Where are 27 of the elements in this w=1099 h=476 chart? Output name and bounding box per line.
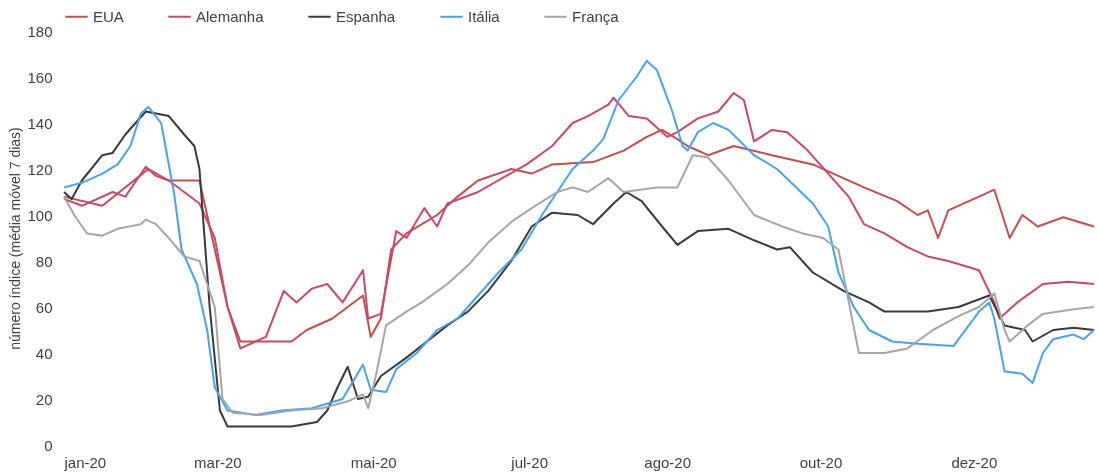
- x-tick-label: out-20: [799, 453, 843, 471]
- legend-label: Espanha: [336, 7, 396, 25]
- y-tick-label: 0: [44, 436, 53, 454]
- x-tick-label: mar-20: [194, 453, 242, 471]
- x-tick-label: jul-20: [510, 453, 549, 471]
- y-tick-label: 180: [27, 22, 53, 40]
- y-tick-label: 60: [35, 298, 53, 316]
- y-tick-label: 100: [27, 206, 53, 224]
- x-tick-label: dez-20: [951, 453, 998, 471]
- y-axis-title: número índice (média móvel 7 dias): [7, 127, 24, 350]
- legend-label: Itália: [468, 7, 501, 25]
- x-tick-label: jan-20: [63, 453, 107, 471]
- legend-label: França: [572, 7, 620, 25]
- x-tick-label: mai-20: [350, 453, 397, 471]
- y-tick-label: 140: [27, 114, 53, 132]
- line-series: [63, 59, 1095, 417]
- legend-label: Alemanha: [196, 7, 265, 25]
- line-series: [63, 154, 1095, 417]
- y-tick-label: 40: [35, 344, 53, 362]
- line-series: [63, 128, 1095, 343]
- y-tick-label: 120: [27, 160, 53, 178]
- x-tick-label: ago-20: [644, 453, 692, 471]
- legend-label: EUA: [93, 7, 124, 25]
- y-tick-label: 80: [35, 252, 53, 270]
- y-tick-label: 160: [27, 68, 53, 86]
- line-series: [63, 110, 1095, 428]
- y-tick-label: 20: [35, 390, 53, 408]
